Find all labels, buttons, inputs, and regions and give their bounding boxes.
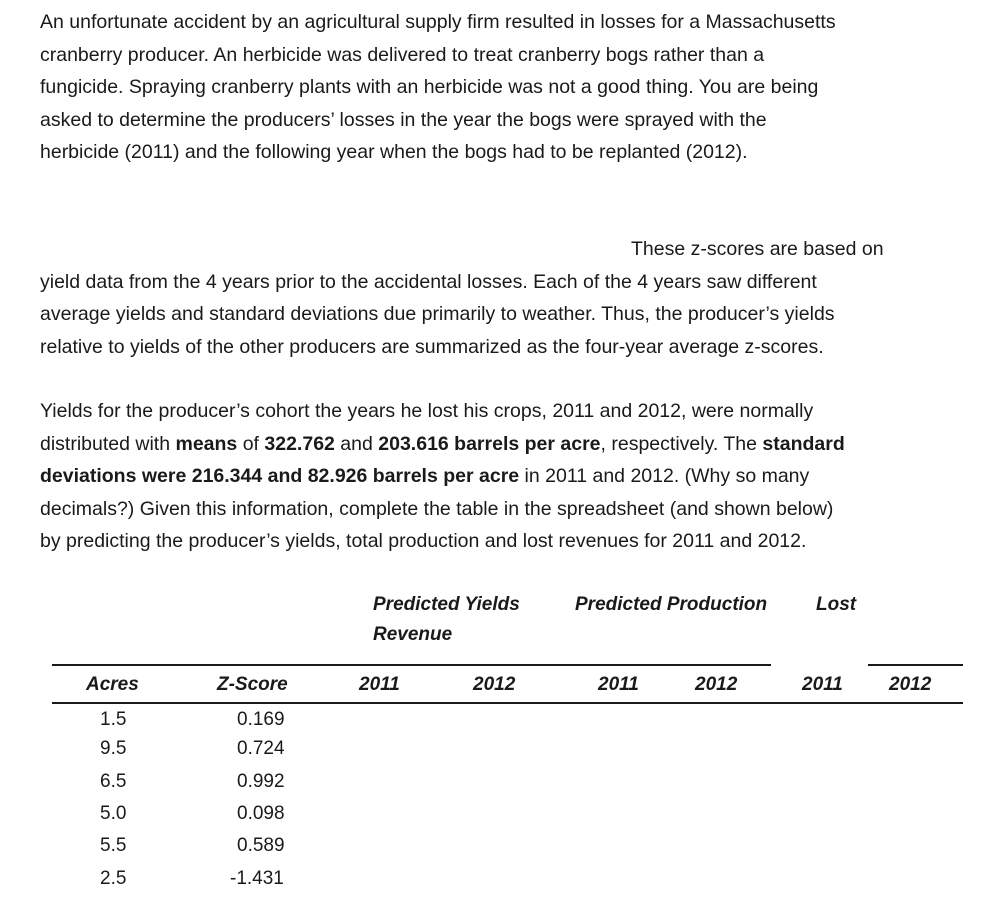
acres-cell: 9.5	[100, 738, 127, 759]
zscore-paragraph: These z-scores are based on yield data f…	[40, 233, 884, 363]
text-line: An unfortunate accident by an agricultur…	[40, 11, 836, 33]
text-fragment: in 2011 and 2012. (Why so many	[519, 465, 810, 487]
text-line: yield data from the 4 years prior to the…	[40, 270, 817, 293]
zscore-cell: 0.589	[237, 835, 285, 856]
column-header-yield-2012: 2012	[473, 674, 516, 695]
predicted-production-header: Predicted Production	[575, 594, 768, 615]
text-line: distributed with means of 322.762 and 20…	[40, 428, 845, 461]
table-top-rule-right	[868, 664, 963, 666]
text-fragment: of	[237, 432, 265, 455]
column-header-acres: Acres	[86, 674, 139, 695]
yields-paragraph: Yields for the producer’s cohort the yea…	[40, 395, 845, 558]
text-fragment: , respectively. The	[600, 432, 763, 455]
bold-text: deviations were 216.344 and 82.926 barre…	[40, 465, 520, 487]
zscore-cell: -1.431	[230, 868, 284, 889]
zscore-cell: 0.169	[237, 709, 285, 730]
text-line: relative to yields of the other producer…	[40, 335, 824, 358]
text-fragment: These z-scores are based on	[631, 238, 884, 260]
text-line: deviations were 216.344 and 82.926 barre…	[40, 460, 845, 493]
text-fragment: and	[334, 432, 379, 455]
text-line: Yields for the producer’s cohort the yea…	[40, 400, 814, 422]
column-header-production-2011: 2011	[598, 674, 639, 695]
column-header-zscore: Z-Score	[217, 674, 288, 695]
acres-cell: 2.5	[100, 868, 127, 889]
acres-cell: 1.5	[100, 709, 127, 730]
lost-header: Lost	[816, 594, 857, 615]
column-header-lost-2011: 2011	[802, 674, 843, 695]
text-line: fungicide. Spraying cranberry plants wit…	[40, 76, 819, 98]
bold-text: 322.762	[264, 432, 335, 455]
acres-cell: 5.5	[100, 835, 127, 856]
text-line: herbicide (2011) and the following year …	[40, 141, 748, 163]
text-line: cranberry producer. An herbicide was del…	[40, 43, 765, 66]
table-header-rule	[52, 702, 963, 704]
bold-text: 203.616 barrels per acre	[378, 432, 601, 455]
acres-cell: 6.5	[100, 771, 127, 792]
zscore-cell: 0.098	[237, 803, 285, 824]
zscore-cell: 0.724	[237, 738, 285, 759]
predicted-yields-header: Predicted Yields	[373, 594, 520, 615]
revenue-header: Revenue	[373, 624, 453, 645]
column-header-yield-2011: 2011	[359, 674, 400, 695]
text-fragment: distributed with	[40, 432, 176, 455]
acres-cell: 5.0	[100, 803, 127, 824]
text-line: average yields and standard deviations d…	[40, 303, 835, 325]
text-line: decimals?) Given this information, compl…	[40, 497, 834, 520]
text-line: These z-scores are based on	[40, 233, 884, 266]
zscore-cell: 0.992	[237, 771, 285, 792]
column-header-production-2012: 2012	[695, 674, 738, 695]
table-top-rule	[52, 664, 771, 666]
bold-text: means	[175, 432, 238, 455]
column-header-lost-2012: 2012	[889, 674, 932, 695]
intro-paragraph: An unfortunate accident by an agricultur…	[40, 6, 836, 169]
text-line: asked to determine the producers’ losses…	[40, 108, 767, 131]
bold-text: standard	[762, 432, 845, 455]
text-line: by predicting the producer’s yields, tot…	[40, 530, 807, 552]
